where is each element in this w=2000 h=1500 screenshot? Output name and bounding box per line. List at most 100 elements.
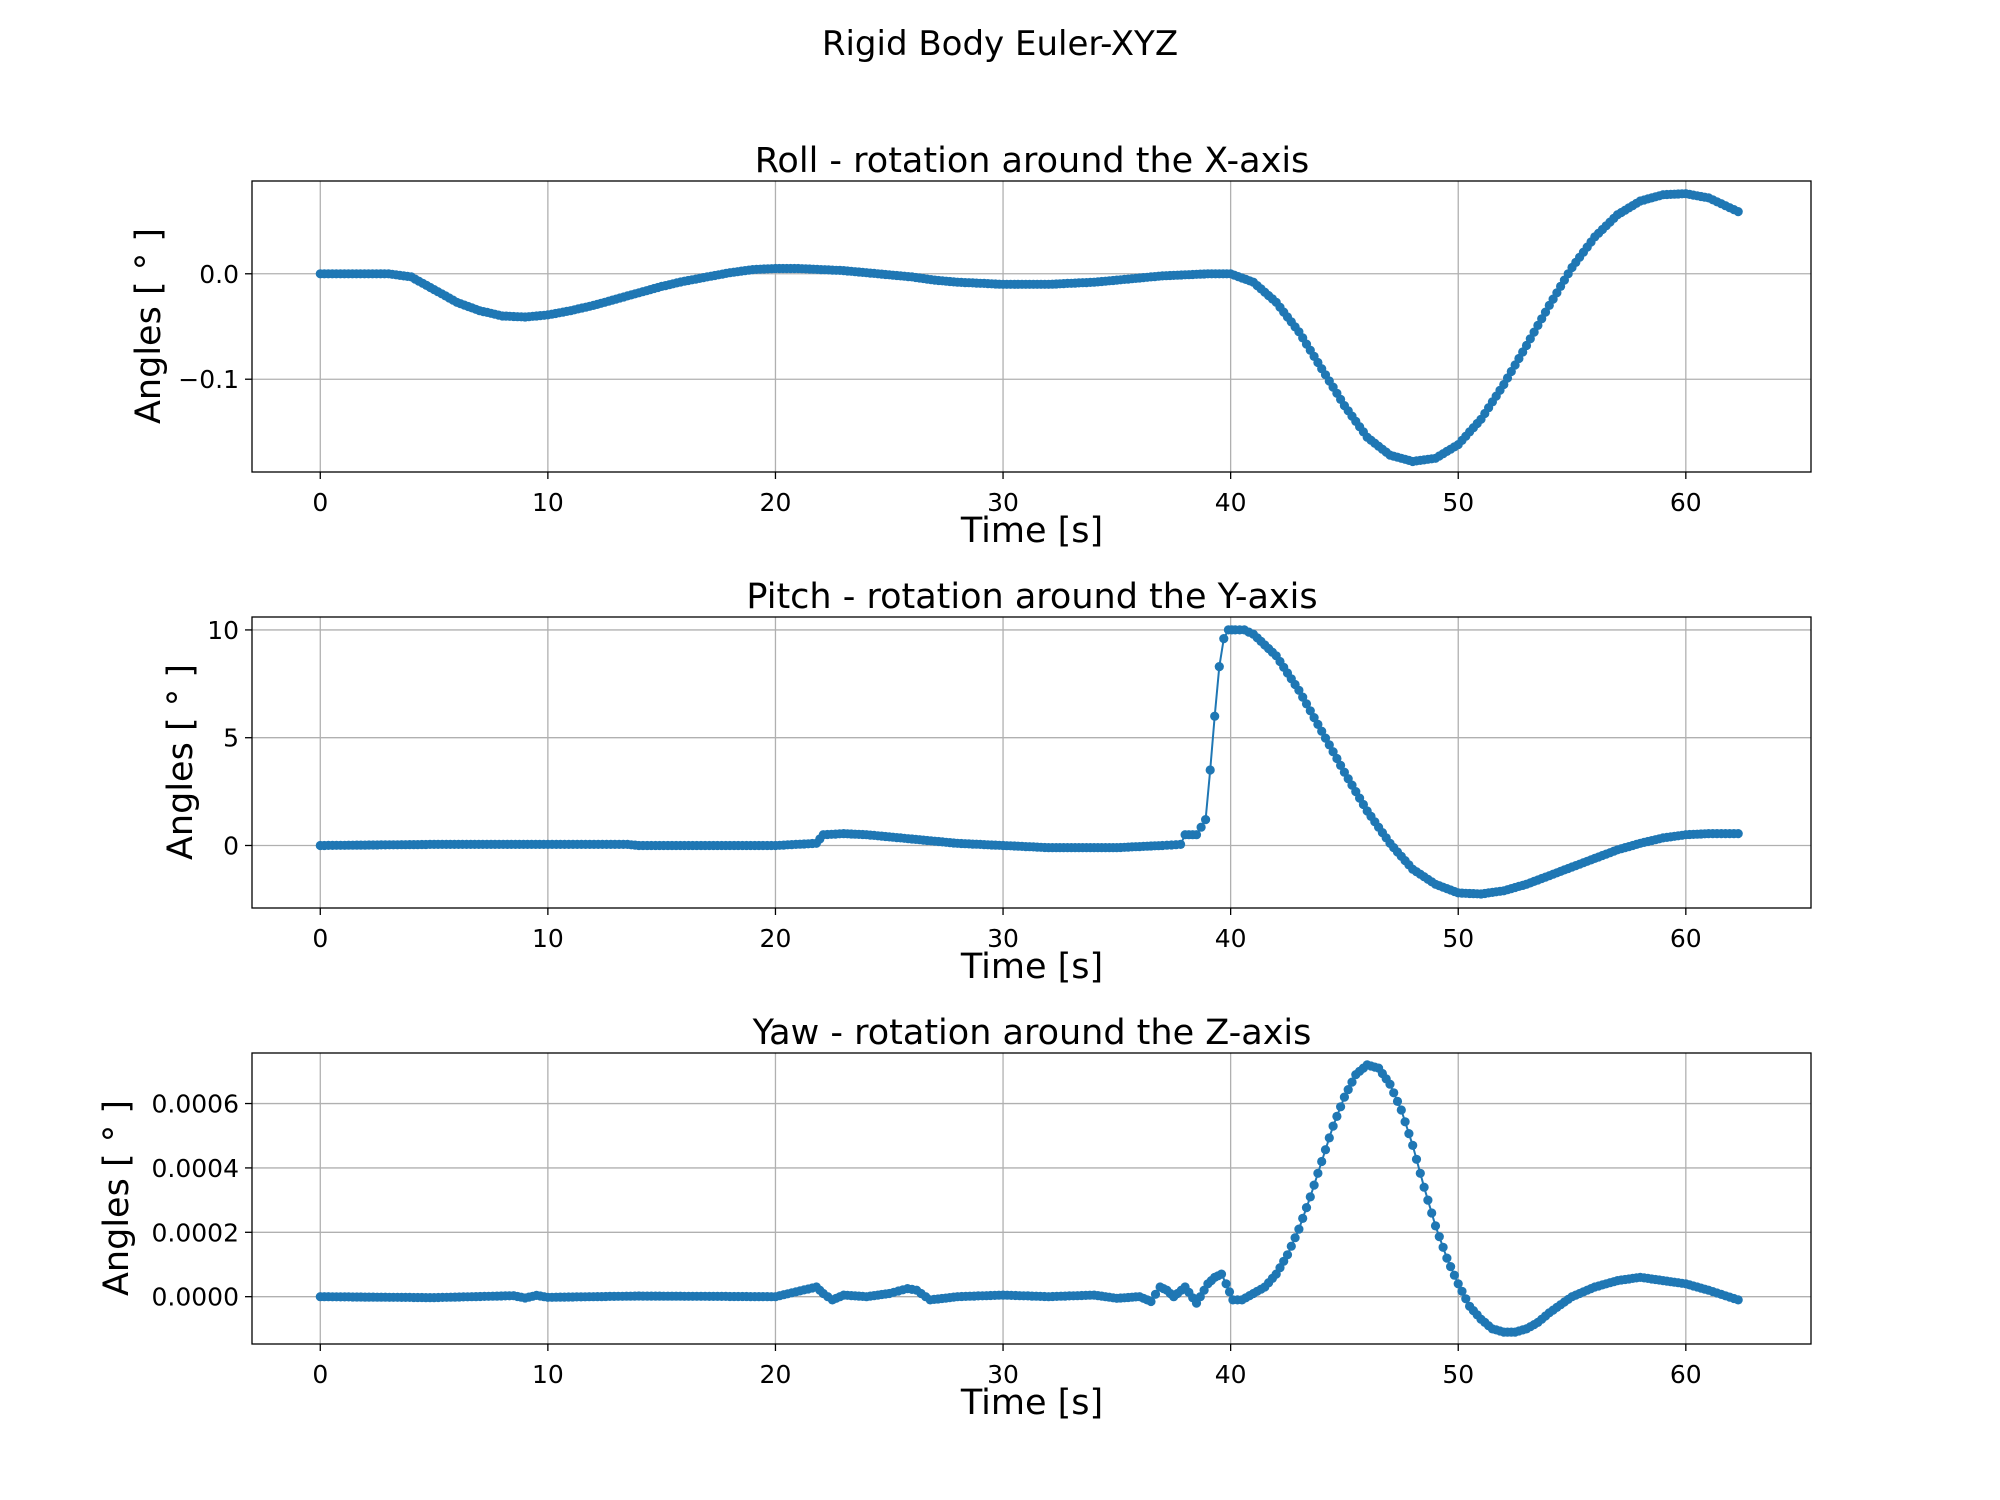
data-point (1423, 1195, 1433, 1205)
y-tick-label: 10 (207, 616, 239, 645)
data-point (1214, 662, 1224, 672)
data-point (1317, 1156, 1327, 1167)
data-point (1324, 740, 1334, 750)
data-point (1392, 1096, 1403, 1106)
data-point (1415, 1168, 1425, 1178)
data-point (1733, 1295, 1743, 1305)
x-tick-label: 60 (1670, 924, 1702, 953)
x-tick-label: 60 (1670, 1360, 1702, 1389)
data-point (1733, 829, 1743, 839)
y-tick-label: 5 (223, 724, 239, 753)
x-tick-label: 20 (760, 924, 792, 953)
data-series (315, 1060, 1743, 1337)
data-point (1320, 1145, 1331, 1155)
data-series (315, 625, 1743, 899)
x-tick-label: 30 (987, 1360, 1019, 1389)
data-point (1427, 1208, 1437, 1218)
data-point (1442, 1253, 1452, 1263)
data-point (1309, 1180, 1319, 1190)
data-point (1305, 706, 1315, 716)
data-point (1294, 1224, 1304, 1234)
axes-frame (251, 180, 1812, 473)
x-tick-label: 30 (987, 488, 1019, 517)
data-point (1176, 839, 1186, 850)
x-axis-label: Time [s] (960, 1383, 1103, 1423)
data-point (1537, 314, 1547, 324)
x-tick-label: 50 (1442, 488, 1474, 517)
subplot-roll: Roll - rotation around the X-axis 0 10 20 3… (129, 141, 1812, 551)
data-point (1446, 1262, 1456, 1272)
data-point (1385, 1079, 1395, 1089)
data-point (1404, 1129, 1414, 1139)
y-tick-label: 0.0 (199, 260, 239, 289)
y-axis-label: Angles [ ° ] (161, 664, 201, 860)
data-point (1461, 1294, 1471, 1304)
data-point (1434, 1232, 1444, 1242)
x-tick-label: 20 (760, 1360, 792, 1389)
data-point (1298, 1213, 1308, 1223)
x-tick-label: 50 (1442, 1360, 1474, 1389)
y-tick-label: −0.1 (178, 365, 239, 394)
data-series (315, 189, 1743, 467)
data-point (1389, 1088, 1399, 1098)
series-line (320, 192, 1739, 463)
data-point (1298, 692, 1308, 702)
data-point (1347, 1077, 1357, 1087)
subplot-title: Yaw - rotation around the Z-axis (752, 1013, 1312, 1053)
x-tick-label: 40 (1215, 1360, 1247, 1389)
data-point (1301, 1203, 1312, 1213)
ticks: 0 10 20 30 40 50 60 0.0 −0.1 (178, 260, 1701, 517)
axes-frame (251, 616, 1812, 909)
x-tick-label: 10 (532, 924, 564, 953)
data-point (1453, 1279, 1463, 1289)
y-tick-label: 0.0004 (152, 1154, 239, 1183)
data-point (1196, 822, 1206, 832)
subplot-title: Pitch - rotation around the Y-axis (746, 577, 1317, 617)
data-point (1317, 726, 1327, 736)
y-tick-label: 0.0000 (152, 1283, 239, 1312)
data-point (1324, 1133, 1334, 1143)
data-point (1286, 1241, 1296, 1251)
data-point (1438, 1242, 1448, 1252)
data-point (1525, 334, 1535, 344)
x-tick-label: 0 (312, 488, 328, 517)
subplot-title: Roll - rotation around the X-axis (755, 141, 1310, 181)
x-tick-label: 20 (760, 488, 792, 517)
data-point (1430, 1221, 1441, 1231)
data-point (1146, 1296, 1156, 1307)
data-point (1313, 1168, 1323, 1178)
y-tick-label: 0 (223, 831, 239, 860)
data-point (1332, 1111, 1342, 1121)
data-point (1328, 747, 1338, 757)
data-point (1210, 711, 1220, 721)
data-point (1301, 699, 1312, 709)
data-point (1201, 815, 1211, 825)
x-tick-label: 40 (1215, 488, 1247, 517)
data-point (1400, 1117, 1410, 1127)
x-tick-label: 50 (1442, 924, 1474, 953)
data-point (1191, 830, 1202, 840)
data-point (1219, 634, 1229, 644)
x-tick-label: 10 (532, 1360, 564, 1389)
x-tick-label: 40 (1215, 924, 1247, 953)
data-point (1343, 1085, 1353, 1095)
data-point (1224, 1287, 1235, 1297)
data-point (1396, 1105, 1406, 1115)
x-tick-label: 10 (532, 488, 564, 517)
x-tick-label: 60 (1670, 488, 1702, 517)
series-line (320, 628, 1739, 896)
y-tick-label: 0.0002 (152, 1218, 239, 1247)
data-point (1411, 1154, 1422, 1164)
data-point (1332, 753, 1342, 764)
y-axis-label: Angles [ ° ] (129, 228, 169, 424)
axes-frame (251, 1052, 1812, 1345)
y-axis-label: Angles [ ° ] (97, 1100, 137, 1296)
data-point (1313, 719, 1323, 730)
data-point (1309, 713, 1319, 723)
data-point (1320, 733, 1331, 743)
data-point (1733, 207, 1743, 217)
subplot-yaw: Yaw - rotation around the Z-axis 0 10 20 30… (97, 1013, 1812, 1423)
data-point (1150, 1289, 1161, 1299)
